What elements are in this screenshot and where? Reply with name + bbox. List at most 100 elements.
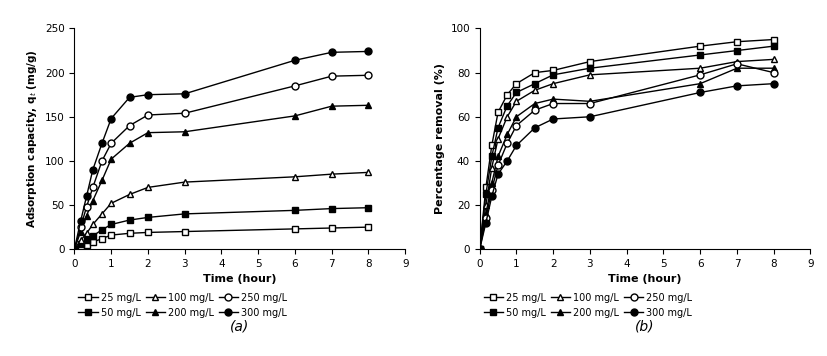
100 mg/L — [179, 180, 189, 184]
100 mg/L — [696, 66, 705, 70]
50 mg/L — [481, 192, 491, 196]
50 mg/L — [475, 247, 485, 251]
50 mg/L — [88, 234, 98, 238]
250 mg/L — [76, 225, 86, 229]
25 mg/L — [106, 233, 116, 237]
100 mg/L — [481, 203, 491, 207]
25 mg/L — [530, 70, 540, 75]
200 mg/L — [487, 181, 497, 185]
200 mg/L — [696, 82, 705, 86]
250 mg/L — [585, 101, 595, 106]
X-axis label: Time (hour): Time (hour) — [203, 274, 276, 284]
100 mg/L — [511, 99, 521, 104]
Line: 300 mg/L: 300 mg/L — [476, 80, 777, 253]
300 mg/L — [97, 141, 107, 145]
Y-axis label: Adsorption capacity, q$_t$ (mg/g): Adsorption capacity, q$_t$ (mg/g) — [26, 49, 40, 228]
250 mg/L — [106, 141, 116, 145]
100 mg/L — [530, 88, 540, 93]
100 mg/L — [143, 185, 153, 189]
200 mg/L — [327, 104, 337, 108]
300 mg/L — [76, 219, 86, 223]
25 mg/L — [493, 110, 503, 115]
200 mg/L — [502, 132, 512, 137]
250 mg/L — [502, 141, 512, 145]
Line: 300 mg/L: 300 mg/L — [71, 48, 372, 253]
250 mg/L — [481, 216, 491, 220]
300 mg/L — [502, 159, 512, 163]
200 mg/L — [548, 97, 558, 101]
50 mg/L — [69, 247, 79, 251]
250 mg/L — [97, 159, 107, 163]
200 mg/L — [732, 66, 742, 70]
200 mg/L — [364, 103, 374, 108]
250 mg/L — [475, 247, 485, 251]
25 mg/L — [548, 68, 558, 73]
100 mg/L — [76, 238, 86, 242]
50 mg/L — [82, 238, 92, 242]
200 mg/L — [481, 212, 491, 216]
25 mg/L — [732, 40, 742, 44]
50 mg/L — [696, 53, 705, 57]
200 mg/L — [76, 229, 86, 234]
100 mg/L — [769, 57, 779, 62]
50 mg/L — [106, 222, 116, 227]
300 mg/L — [143, 93, 153, 97]
300 mg/L — [179, 92, 189, 96]
Line: 250 mg/L: 250 mg/L — [476, 60, 777, 253]
200 mg/L — [475, 247, 485, 251]
25 mg/L — [769, 37, 779, 42]
250 mg/L — [327, 74, 337, 78]
100 mg/L — [290, 175, 300, 179]
50 mg/L — [125, 218, 135, 222]
25 mg/L — [69, 247, 79, 251]
300 mg/L — [696, 90, 705, 95]
50 mg/L — [290, 208, 300, 213]
300 mg/L — [769, 82, 779, 86]
25 mg/L — [76, 245, 86, 249]
250 mg/L — [290, 84, 300, 88]
50 mg/L — [179, 212, 189, 216]
Y-axis label: Percentage removal (%): Percentage removal (%) — [435, 63, 445, 214]
100 mg/L — [475, 247, 485, 251]
300 mg/L — [125, 95, 135, 99]
200 mg/L — [290, 114, 300, 118]
Line: 200 mg/L: 200 mg/L — [476, 65, 777, 253]
Line: 25 mg/L: 25 mg/L — [476, 36, 777, 253]
250 mg/L — [511, 124, 521, 128]
250 mg/L — [530, 108, 540, 112]
300 mg/L — [475, 247, 485, 251]
300 mg/L — [106, 116, 116, 121]
300 mg/L — [290, 58, 300, 62]
200 mg/L — [88, 199, 98, 203]
300 mg/L — [511, 143, 521, 148]
200 mg/L — [493, 155, 503, 159]
300 mg/L — [732, 84, 742, 88]
250 mg/L — [82, 205, 92, 209]
50 mg/L — [76, 242, 86, 246]
100 mg/L — [548, 82, 558, 86]
25 mg/L — [143, 230, 153, 235]
50 mg/L — [585, 66, 595, 70]
200 mg/L — [106, 157, 116, 161]
200 mg/L — [179, 130, 189, 134]
100 mg/L — [125, 192, 135, 197]
300 mg/L — [487, 194, 497, 198]
50 mg/L — [502, 104, 512, 108]
100 mg/L — [327, 172, 337, 176]
250 mg/L — [69, 247, 79, 251]
50 mg/L — [732, 48, 742, 53]
25 mg/L — [481, 185, 491, 189]
25 mg/L — [88, 240, 98, 244]
300 mg/L — [88, 168, 98, 172]
200 mg/L — [97, 178, 107, 183]
25 mg/L — [585, 59, 595, 64]
100 mg/L — [88, 222, 98, 227]
200 mg/L — [82, 214, 92, 218]
250 mg/L — [143, 113, 153, 117]
Legend: 25 mg/L, 50 mg/L, 100 mg/L, 200 mg/L, 250 mg/L, 300 mg/L: 25 mg/L, 50 mg/L, 100 mg/L, 200 mg/L, 25… — [480, 289, 696, 321]
Line: 50 mg/L: 50 mg/L — [71, 204, 372, 253]
250 mg/L — [493, 163, 503, 167]
25 mg/L — [487, 143, 497, 148]
200 mg/L — [125, 141, 135, 145]
25 mg/L — [97, 236, 107, 241]
